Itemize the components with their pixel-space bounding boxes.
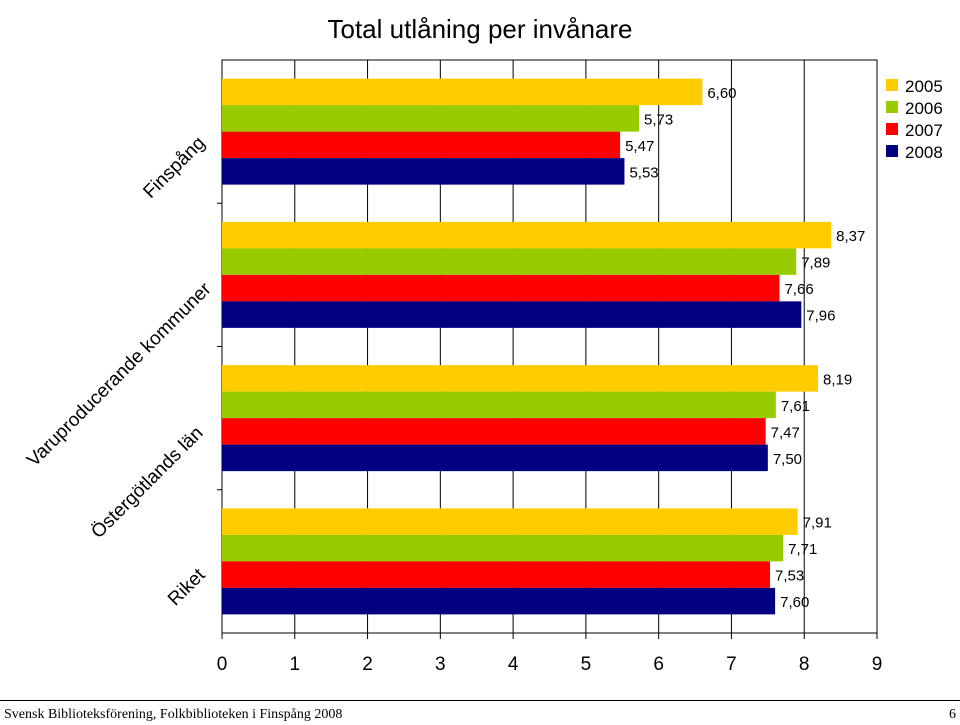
- bar: [222, 561, 771, 588]
- x-tick-label: 0: [217, 654, 228, 675]
- bar: [222, 444, 768, 472]
- x-tick-label: 5: [581, 654, 592, 675]
- legend-swatch: [886, 101, 898, 113]
- legend-swatch: [886, 123, 898, 135]
- x-tick-label: 6: [653, 654, 664, 675]
- x-tick-label: 9: [872, 654, 883, 675]
- bar: [222, 391, 776, 419]
- category-label: Östergötlands län: [87, 423, 207, 543]
- x-axis: 0 1 2 3 4 5 6 7 8 9: [217, 633, 883, 675]
- bar: [222, 105, 640, 132]
- bar: [222, 78, 703, 106]
- data-label: 5,47: [625, 138, 654, 155]
- footer: Svensk Biblioteksförening, Folkbibliotek…: [0, 700, 960, 725]
- data-label: 8,37: [836, 228, 865, 245]
- data-label: 7,53: [775, 568, 804, 585]
- footer-source: Svensk Biblioteksförening, Folkbibliotek…: [4, 707, 343, 722]
- chart: 6,60 5,73 5,47 5,53 8,37 7,89 7,66 7,96 8,19 7,61…: [23, 14, 956, 675]
- x-tick-label: 8: [799, 654, 810, 675]
- bar: [222, 587, 776, 615]
- bar: [222, 301, 802, 328]
- data-label: 7,60: [780, 594, 809, 611]
- category-label: Riket: [164, 564, 210, 610]
- bar: [222, 274, 780, 302]
- data-label: 7,89: [801, 255, 830, 272]
- legend-label: 2007: [905, 121, 943, 140]
- legend-label: 2008: [905, 143, 943, 162]
- data-label: 7,71: [788, 541, 817, 558]
- legend: 2005 2006 2007 2008: [878, 72, 956, 162]
- legend-label: 2006: [905, 99, 943, 118]
- data-label: 7,47: [771, 424, 800, 441]
- data-label: 5,73: [644, 111, 673, 128]
- chart-title: Total utlåning per invånare: [328, 14, 633, 44]
- bar: [222, 365, 819, 392]
- x-tick-label: 1: [289, 654, 300, 675]
- data-label: 8,19: [823, 371, 852, 388]
- data-label: 7,50: [773, 451, 802, 468]
- bar: [222, 158, 625, 185]
- x-tick-label: 3: [435, 654, 446, 675]
- x-tick-label: 4: [508, 654, 519, 675]
- bar: [222, 508, 798, 535]
- data-label: 6,60: [707, 85, 736, 102]
- legend-label: 2005: [905, 77, 943, 96]
- bar: [222, 248, 797, 275]
- data-label: 7,66: [784, 281, 813, 298]
- bar: [222, 534, 784, 562]
- data-label: 5,53: [629, 164, 658, 181]
- x-tick-label: 2: [362, 654, 373, 675]
- page-number: 6: [949, 707, 956, 722]
- legend-swatch: [886, 79, 898, 91]
- data-label: 7,91: [803, 515, 832, 532]
- bar: [222, 131, 621, 159]
- data-label: 7,61: [781, 398, 810, 415]
- bars: [222, 78, 832, 615]
- bar: [222, 221, 832, 249]
- category-label: Finspång: [139, 133, 209, 203]
- data-labels: 6,60 5,73 5,47 5,53 8,37 7,89 7,66 7,96 8,19 7,61…: [625, 85, 865, 611]
- x-tick-label: 7: [726, 654, 737, 675]
- bar: [222, 418, 766, 445]
- data-label: 7,96: [806, 308, 835, 325]
- legend-swatch: [886, 145, 898, 157]
